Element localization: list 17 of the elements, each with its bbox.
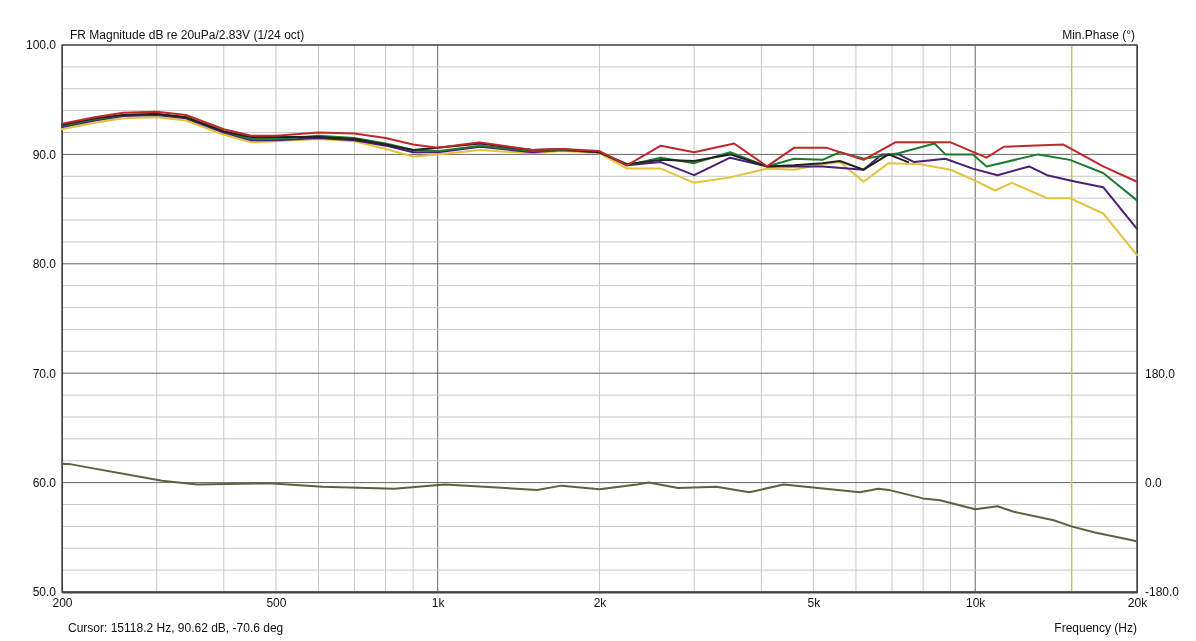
y-tick-label: 100.0 <box>25 38 57 53</box>
text: Cursor: 15118.2 Hz, 90.62 dB, -70.6 deg <box>68 621 284 635</box>
y-tick-label: 80.0 <box>32 257 57 272</box>
x-tick-label: 500 <box>266 595 287 610</box>
x-axis-title: Frequency (Hz) <box>1054 621 1137 635</box>
y-tick-label: 70.0 <box>32 366 57 381</box>
x-tick-label: 1k <box>431 595 446 610</box>
y-tick-label: 60.0 <box>32 475 57 490</box>
x-tick-label: 5k <box>807 595 822 610</box>
y2-tick-label: 180.0 <box>1145 366 1176 381</box>
x-tick-label: 200 <box>52 595 73 610</box>
x-tick-label: 10k <box>966 595 987 610</box>
y2-axis-title: Min.Phase (°) <box>1062 28 1135 42</box>
y2-tick-label: 0.0 <box>1145 475 1163 490</box>
chart-title: FR Magnitude dB re 20uPa/2.83V (1/24 oct) <box>70 28 305 42</box>
y-tick-label: 90.0 <box>32 147 57 162</box>
x-tick-label: 2k <box>593 595 608 610</box>
